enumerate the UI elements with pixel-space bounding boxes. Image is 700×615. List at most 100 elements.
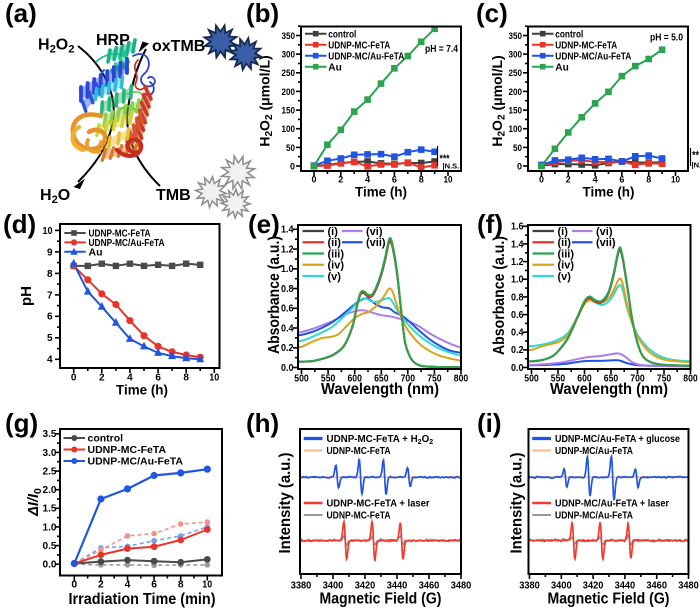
svg-text:0: 0 [71,373,77,384]
svg-text:0.8: 0.8 [511,292,524,303]
svg-text:8: 8 [646,175,651,185]
svg-text:1.4: 1.4 [511,239,524,250]
svg-text:7: 7 [47,290,53,301]
svg-text:3.5: 3.5 [43,429,57,440]
svg-text:2.0: 2.0 [43,485,57,496]
svg-text:Intensity (a.u.): Intensity (a.u.) [509,453,526,554]
svg-text:1.5: 1.5 [43,504,57,515]
svg-text:Magnetic Field (G): Magnetic Field (G) [548,591,670,608]
svg-text:(iv): (iv) [328,260,345,272]
svg-text:1.6: 1.6 [511,222,524,233]
svg-text:0.0: 0.0 [511,363,524,374]
svg-text:UDNP-MC-FeTA: UDNP-MC-FeTA [327,510,391,522]
svg-text:8: 8 [183,373,189,384]
svg-text:0.5: 0.5 [43,541,57,552]
svg-text:(f): (f) [477,209,503,239]
svg-text:100: 100 [282,124,296,134]
svg-text:0: 0 [517,161,522,171]
svg-text:100: 100 [509,124,523,134]
svg-text:10: 10 [43,226,53,237]
svg-text:8: 8 [178,580,184,591]
svg-text:6: 6 [151,580,157,591]
svg-text:Time (h): Time (h) [116,382,168,398]
svg-text:(vii): (vii) [596,237,616,249]
svg-text:0: 0 [290,161,295,171]
svg-text:3.0: 3.0 [43,448,57,459]
svg-text:3380: 3380 [519,581,540,592]
svg-text:|N.S.: |N.S. [692,161,700,170]
svg-text:Time (h): Time (h) [583,184,635,200]
svg-text:(vii): (vii) [366,237,386,249]
svg-text:2: 2 [338,175,343,185]
svg-text:Absorbance (a.u.): Absorbance (a.u.) [491,236,508,355]
svg-text:oxTMB: oxTMB [152,38,205,55]
svg-text:(b): (b) [246,0,279,28]
svg-text:UDNP-MC/Au-FeTA + laser: UDNP-MC/Au-FeTA + laser [555,498,669,510]
svg-text:50: 50 [513,143,522,153]
svg-text:300: 300 [509,50,523,60]
svg-text:(d): (d) [3,209,36,239]
svg-text:200: 200 [282,87,296,97]
svg-text:10: 10 [209,373,219,384]
svg-text:500: 500 [524,374,539,385]
svg-text:350: 350 [282,31,296,41]
svg-text:0.2: 0.2 [511,345,524,356]
svg-text:(v): (v) [558,271,572,283]
svg-text:Magnetic Field (G): Magnetic Field (G) [320,591,442,608]
svg-text:(v): (v) [328,271,342,283]
svg-text:50: 50 [286,143,295,153]
svg-text:0: 0 [539,175,544,185]
svg-text:(i): (i) [558,226,569,238]
svg-text:10: 10 [671,175,680,185]
svg-text:(iv): (iv) [558,260,575,272]
svg-text:control: control [88,433,124,445]
svg-text:(i): (i) [328,226,339,238]
svg-text:pH = 7.4: pH = 7.4 [425,43,458,55]
svg-text:250: 250 [509,68,523,78]
svg-text:UDNP-MC/Au-FeTA: UDNP-MC/Au-FeTA [88,456,184,468]
svg-text:Wavelength (nm): Wavelength (nm) [321,381,439,398]
svg-text:UDNP-MC/Au-FeTA + glucose: UDNP-MC/Au-FeTA + glucose [555,433,680,445]
svg-text:UDNP-MC/Au-FeTA: UDNP-MC/Au-FeTA [555,510,633,522]
svg-text:800: 800 [454,374,469,385]
svg-text:(ii): (ii) [558,237,572,249]
svg-text:250: 250 [282,68,296,78]
svg-text:8: 8 [419,175,424,185]
svg-text:200: 200 [509,87,523,97]
svg-text:8: 8 [47,269,53,280]
svg-text:3480: 3480 [678,581,699,592]
svg-text:Au: Au [555,61,569,73]
svg-text:UDNP-MC-FeTA: UDNP-MC-FeTA [327,445,391,457]
svg-text:1.0: 1.0 [43,522,57,533]
svg-text:(vi): (vi) [596,226,613,238]
svg-text:4: 4 [125,580,131,591]
svg-text:TMB: TMB [156,187,191,204]
svg-text:500: 500 [294,374,309,385]
svg-text:3480: 3480 [451,581,472,592]
svg-text:(ii): (ii) [328,237,342,249]
svg-text:UDNP-MC-FeTA + laser: UDNP-MC-FeTA + laser [327,498,430,510]
svg-text:0.0: 0.0 [281,363,294,374]
svg-text:800: 800 [683,374,698,385]
svg-text:1.4: 1.4 [281,225,294,236]
svg-text:2: 2 [566,175,571,185]
svg-text:(g): (g) [5,408,38,438]
svg-text:(i): (i) [477,408,502,438]
svg-text:Irradiation Time (min): Irradiation Time (min) [69,591,216,608]
svg-text:300: 300 [282,50,296,60]
svg-text:Au: Au [328,61,342,73]
svg-text:Time (h): Time (h) [355,184,407,200]
svg-text:Au: Au [89,246,103,258]
svg-text:(h): (h) [246,408,279,438]
svg-text:|N.S.: |N.S. [443,162,460,171]
svg-text:(e): (e) [248,209,280,239]
svg-text:UDNP-MC-FeTA: UDNP-MC-FeTA [88,444,167,456]
svg-text:Absorbance (a.u.): Absorbance (a.u.) [266,236,283,354]
svg-text:UDNP-MC/Au-FeTA: UDNP-MC/Au-FeTA [555,445,633,457]
svg-text:0.4: 0.4 [511,328,524,339]
svg-text:2: 2 [99,373,105,384]
svg-text:5: 5 [47,333,53,344]
svg-text:1.0: 1.0 [511,275,524,286]
svg-text:0.6: 0.6 [511,310,524,321]
svg-text:4: 4 [47,355,53,366]
